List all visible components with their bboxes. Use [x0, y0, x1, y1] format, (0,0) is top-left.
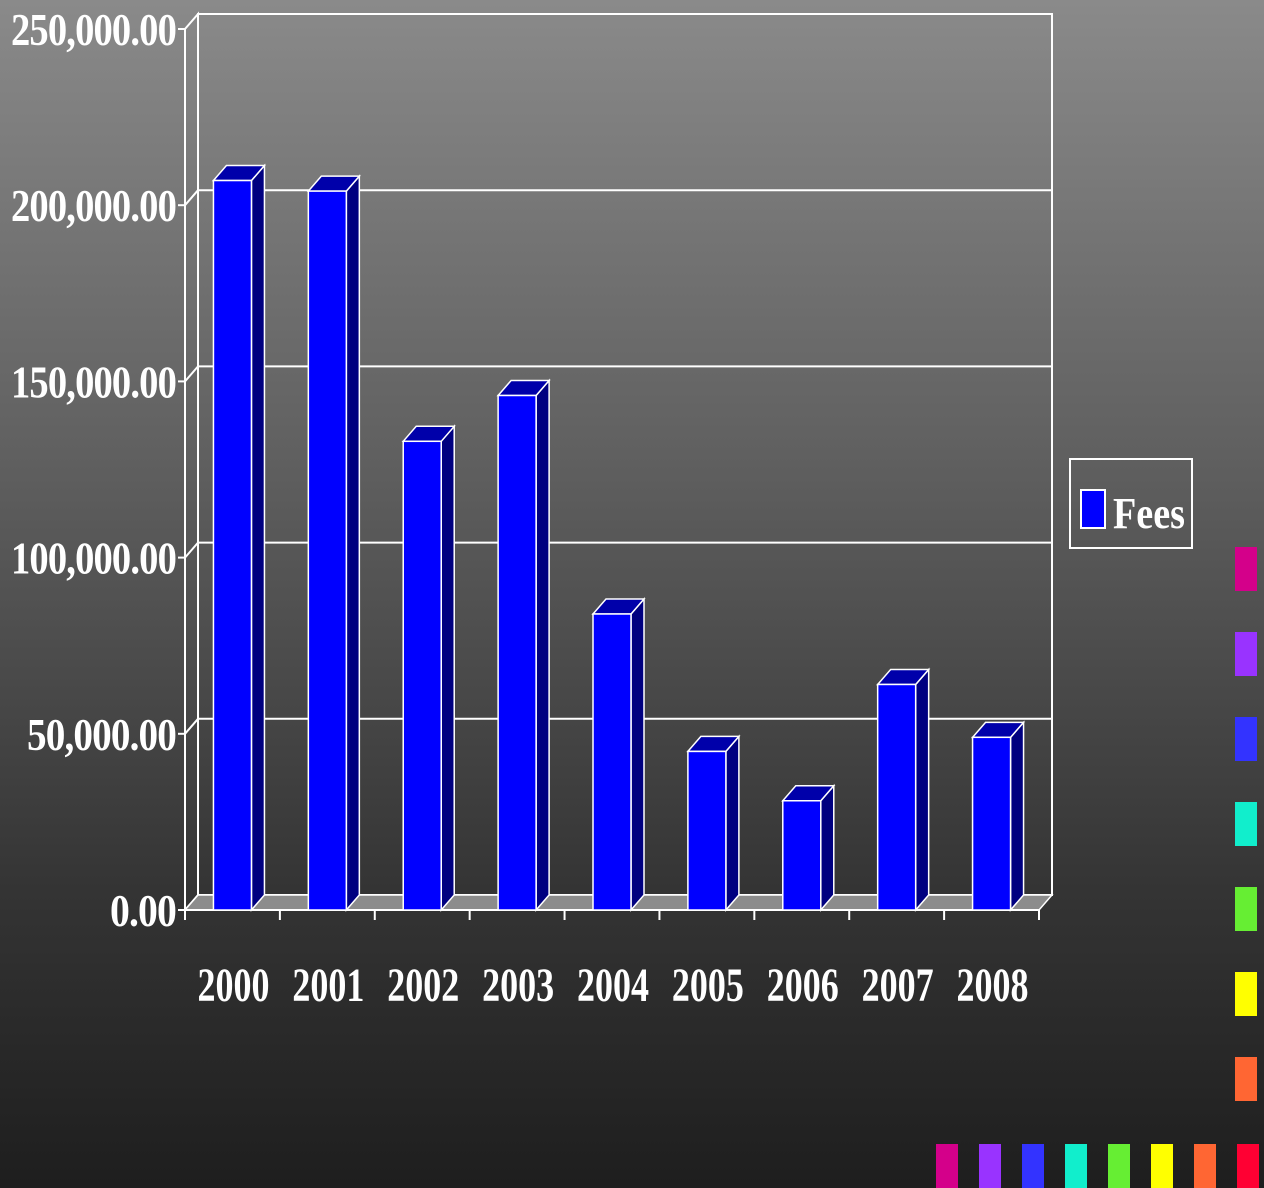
gridline-side [184, 718, 199, 735]
bar-2002 [401, 424, 456, 913]
decorative-square [1235, 887, 1257, 931]
x-tick-label: 2003 [482, 959, 554, 1012]
x-tick-label: 2002 [387, 959, 459, 1012]
decorative-square [1151, 1144, 1173, 1188]
decorative-square [1235, 717, 1257, 761]
x-tick-label: 2001 [292, 959, 364, 1012]
y-tick-label: 0.00 [110, 885, 176, 936]
bar-2005 [686, 734, 741, 913]
x-tick-label: 2005 [672, 959, 744, 1012]
bar-2008 [970, 720, 1026, 913]
gridline-side [184, 365, 199, 383]
y-tick-label: 250,000.00 [11, 4, 176, 55]
x-tick-label: 2008 [957, 959, 1029, 1012]
bar-2006 [781, 783, 836, 913]
bar-2007 [876, 667, 931, 913]
decorative-square [1235, 1057, 1257, 1101]
y-tick-label: 50,000.00 [27, 709, 176, 760]
bar-2000 [211, 163, 267, 913]
legend: Fees [1069, 458, 1193, 549]
side-wall [184, 11, 199, 913]
gridline-side [184, 541, 199, 559]
bar-side [345, 174, 361, 913]
bar-front [497, 394, 537, 911]
legend-box [1069, 458, 1193, 549]
legend-label-fees: Fees [1113, 489, 1185, 538]
bar-side [725, 734, 740, 913]
decorative-square [979, 1144, 1001, 1188]
bar-side [630, 596, 645, 913]
decorative-square [1194, 1144, 1216, 1188]
bar-front [212, 179, 253, 911]
y-tick-label: 150,000.00 [11, 356, 176, 407]
bar-side [440, 424, 455, 913]
bar-front [876, 683, 917, 911]
bar-side [914, 667, 930, 913]
y-tick-label: 200,000.00 [11, 180, 176, 231]
bar-front [307, 190, 348, 911]
bar-front [687, 750, 727, 911]
decorative-square [1108, 1144, 1130, 1188]
bar-front [971, 736, 1012, 911]
decorative-square [1022, 1144, 1044, 1188]
x-tick-label: 2006 [767, 959, 839, 1012]
legend-swatch-fees [1080, 489, 1106, 529]
decorative-square [1235, 632, 1257, 676]
bar-2004 [591, 596, 646, 913]
bars [211, 163, 1026, 913]
bar-side [535, 378, 550, 913]
x-tick-label: 2000 [197, 959, 269, 1012]
decorative-square [1065, 1144, 1087, 1188]
bar-front [402, 440, 442, 911]
y-axis-tick-labels: 0.00 50,000.00 100,000.00 150,000.00 200,000… [11, 4, 177, 936]
bar-side [820, 783, 835, 913]
y-tick-label: 100,000.00 [11, 533, 176, 584]
decorative-square [1235, 547, 1257, 591]
bar-front [782, 800, 822, 911]
bar-2003 [496, 378, 551, 913]
bar-front [592, 613, 632, 911]
bar-side [250, 163, 266, 913]
bar-2001 [306, 174, 361, 913]
x-axis-tick-labels: 2000 2001 2002 2003 2004 2005 2006 2007 2008 [197, 959, 1028, 1012]
decorative-square [1237, 1144, 1259, 1188]
decorative-square [1235, 972, 1257, 1016]
gridline-side [184, 189, 199, 206]
bar-side [1009, 720, 1025, 913]
decorative-square [1235, 802, 1257, 846]
x-tick-label: 2004 [577, 959, 649, 1012]
decorative-square [936, 1144, 958, 1188]
x-tick-label: 2007 [862, 959, 934, 1012]
